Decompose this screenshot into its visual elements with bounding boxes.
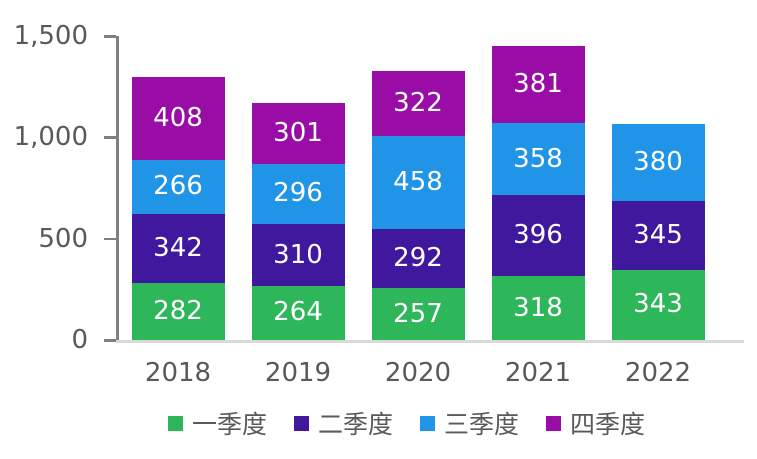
legend-label: 四季度: [570, 410, 646, 439]
y-tick-mark: [104, 35, 116, 38]
bar-segment: [251, 163, 345, 224]
legend-swatch: [420, 415, 435, 431]
bar-segment-label: 301: [273, 117, 323, 148]
bar-segment-label: 358: [513, 143, 563, 174]
x-axis-label: 2021: [504, 358, 572, 388]
legend: 一季度 二季度 三季度 四季度: [28, 406, 757, 440]
legend-swatch: [293, 415, 309, 431]
bar-segment-label: 292: [393, 242, 443, 273]
bar-segment: [251, 102, 345, 164]
bar-segment-label: 408: [153, 102, 203, 133]
bar-segment-label: 458: [393, 166, 443, 197]
bar-segment: [371, 287, 465, 340]
bar-segment: [131, 159, 225, 214]
x-axis-label: 2019: [264, 358, 332, 388]
legend-label: 三季度: [444, 410, 520, 439]
bar-segment-label: 318: [513, 292, 563, 323]
legend-swatch: [546, 415, 562, 431]
bar-segment: [131, 213, 225, 283]
legend-label: 二季度: [317, 410, 393, 439]
bar-segment-label: 345: [633, 219, 683, 250]
bar-segment: [611, 200, 705, 271]
x-axis-line: [116, 340, 744, 343]
bar-segment: [491, 122, 585, 196]
bar-segment: [491, 275, 585, 340]
bar-segment-label: 381: [513, 68, 563, 99]
bar-segment-label: 296: [273, 177, 323, 208]
y-tick-label: 1,500: [13, 21, 88, 51]
bar-segment: [251, 286, 345, 340]
y-tick-mark: [104, 339, 116, 342]
bar-segment: [611, 123, 705, 201]
bar-segment-label: 343: [633, 289, 683, 320]
bar-segment: [371, 228, 465, 288]
y-tick-label: 500: [38, 223, 88, 254]
bar-segment-label: 266: [153, 170, 203, 201]
bar-segment-label: 264: [273, 297, 323, 328]
y-tick-label: 0: [71, 325, 88, 355]
legend-label: 一季度: [191, 410, 267, 439]
bar-segment: [131, 76, 225, 160]
bar-segment: [371, 135, 465, 229]
bar-segment-label: 282: [153, 295, 203, 326]
legend-swatch: [167, 415, 183, 431]
bar-segment: [491, 45, 585, 123]
bar-segment: [131, 282, 225, 340]
bar-segment-label: 322: [393, 87, 443, 118]
bar-segment: [371, 70, 465, 136]
bar-segment-label: 380: [633, 146, 683, 177]
legend-item: 三季度: [420, 405, 519, 441]
x-axis-label: 2020: [384, 358, 452, 388]
y-tick-mark: [104, 237, 116, 241]
bar-segment-label: 257: [393, 298, 443, 329]
legend-item: 四季度: [546, 405, 645, 441]
y-tick-label: 1,000: [13, 122, 88, 153]
x-axis-label: 2022: [624, 358, 692, 388]
y-tick-mark: [104, 136, 116, 139]
y-axis-line: [116, 36, 119, 342]
bar-segment: [611, 270, 705, 340]
bar-segment-label: 342: [153, 232, 203, 263]
bar-segment-label: 310: [273, 239, 323, 270]
legend-item: 一季度: [167, 405, 267, 441]
bar-segment-label: 396: [513, 220, 563, 251]
bar-segment: [251, 223, 345, 287]
legend-item: 二季度: [293, 405, 393, 441]
x-axis-label: 2018: [144, 358, 212, 388]
bar-segment: [491, 195, 585, 276]
